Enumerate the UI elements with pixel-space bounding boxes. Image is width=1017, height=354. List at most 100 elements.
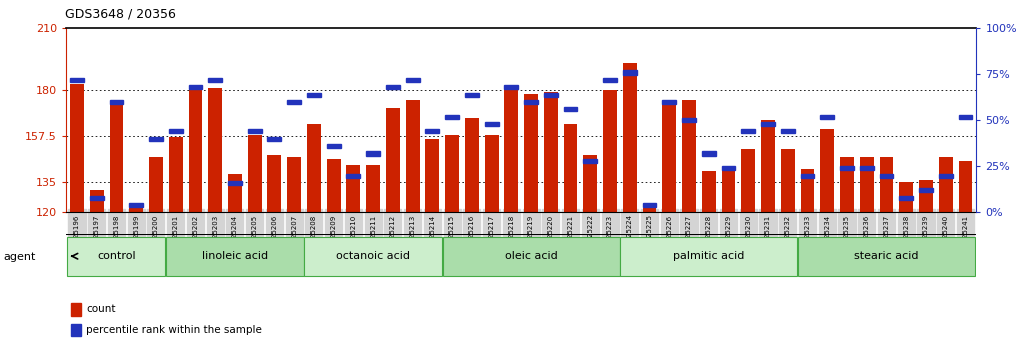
Bar [208, 88, 222, 212]
Bar [544, 92, 557, 97]
Bar [662, 102, 676, 212]
Bar [821, 115, 834, 119]
Text: linoleic acid: linoleic acid [201, 251, 268, 261]
Bar [169, 137, 183, 212]
Bar [70, 324, 80, 336]
Bar [169, 129, 183, 133]
Bar [620, 237, 797, 276]
Text: oleic acid: oleic acid [504, 251, 557, 261]
Bar [603, 78, 617, 82]
Bar [70, 78, 83, 82]
Bar [70, 84, 83, 212]
Bar [287, 100, 301, 104]
Bar [228, 173, 242, 212]
Bar [406, 78, 420, 82]
Bar [149, 137, 163, 141]
Bar [89, 190, 104, 212]
Bar [939, 157, 953, 212]
Text: control: control [98, 251, 135, 261]
Bar [563, 107, 578, 112]
Bar [347, 165, 360, 212]
Bar [682, 118, 696, 122]
Bar [919, 180, 933, 212]
Bar [800, 173, 815, 178]
Bar [880, 157, 893, 212]
Bar [859, 166, 874, 170]
Bar [442, 237, 619, 276]
Bar [643, 208, 656, 212]
Bar [504, 88, 519, 212]
Bar [366, 165, 380, 212]
Bar [643, 203, 656, 207]
Bar [485, 135, 498, 212]
Bar [70, 303, 80, 316]
Bar [959, 161, 972, 212]
Bar [563, 125, 578, 212]
Bar [504, 85, 519, 89]
Bar [544, 92, 557, 212]
Bar [761, 122, 775, 126]
Bar [67, 237, 166, 276]
Bar [110, 102, 123, 212]
Text: percentile rank within the sample: percentile rank within the sample [86, 325, 262, 335]
Text: octanoic acid: octanoic acid [337, 251, 410, 261]
Bar [840, 157, 854, 212]
Bar [722, 166, 735, 170]
Bar [603, 90, 617, 212]
Bar [406, 100, 420, 212]
Bar [129, 203, 143, 207]
Bar [821, 129, 834, 212]
Bar [622, 63, 637, 212]
Bar [366, 152, 380, 155]
Bar [166, 237, 304, 276]
Bar [208, 78, 222, 82]
Bar [129, 208, 143, 212]
Bar [741, 149, 756, 212]
Bar [899, 196, 913, 200]
Bar [662, 100, 676, 104]
Text: count: count [86, 304, 116, 314]
Bar [304, 237, 441, 276]
Bar [899, 182, 913, 212]
Bar [880, 173, 893, 178]
Bar [781, 129, 794, 133]
Bar [798, 237, 975, 276]
Bar [485, 122, 498, 126]
Bar [800, 170, 815, 212]
Bar [188, 88, 202, 212]
Bar [465, 118, 479, 212]
Bar [682, 100, 696, 212]
Bar [584, 159, 597, 163]
Bar [425, 139, 439, 212]
Bar [149, 157, 163, 212]
Bar [248, 135, 261, 212]
Bar [840, 166, 854, 170]
Bar [307, 125, 320, 212]
Bar [702, 152, 716, 155]
Text: agent: agent [3, 252, 36, 262]
Bar [524, 100, 538, 104]
Bar [741, 129, 756, 133]
Bar [188, 85, 202, 89]
Bar [584, 155, 597, 212]
Bar [524, 94, 538, 212]
Bar [326, 159, 341, 212]
Bar [267, 137, 282, 141]
Bar [959, 115, 972, 119]
Bar [761, 120, 775, 212]
Bar [445, 115, 459, 119]
Bar [307, 92, 320, 97]
Text: stearic acid: stearic acid [854, 251, 918, 261]
Bar [622, 70, 637, 75]
Bar [859, 157, 874, 212]
Text: GDS3648 / 20356: GDS3648 / 20356 [65, 8, 176, 21]
Bar [702, 171, 716, 212]
Bar [939, 173, 953, 178]
Bar [228, 181, 242, 185]
Bar [425, 129, 439, 133]
Bar [248, 129, 261, 133]
Bar [465, 92, 479, 97]
Text: palmitic acid: palmitic acid [673, 251, 744, 261]
Bar [267, 155, 282, 212]
Bar [89, 196, 104, 200]
